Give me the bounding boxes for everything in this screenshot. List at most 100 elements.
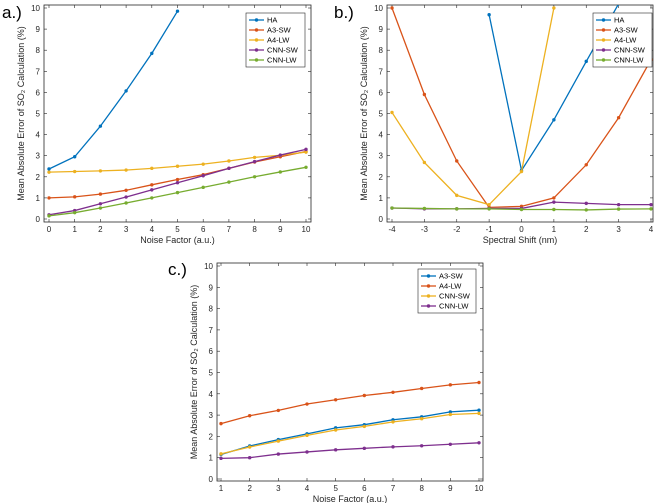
x-tick-label: 8 xyxy=(252,225,257,234)
legend-swatch-marker xyxy=(601,38,606,42)
x-axis-label: Noise Factor (a.u.) xyxy=(313,494,388,503)
y-axis-label: Mean Absolute Error of SO₂ Calculation (… xyxy=(16,26,26,201)
data-point-cnn-sw xyxy=(552,200,556,204)
y-tick-label: 2 xyxy=(36,173,41,182)
data-point-a4-lw xyxy=(422,160,427,165)
data-point-a3-sw xyxy=(150,183,154,187)
legend-swatch-marker xyxy=(426,284,431,288)
x-tick-label: 0 xyxy=(47,225,52,234)
data-point-cnn-lw xyxy=(305,450,309,454)
data-point-cnn-lw xyxy=(201,185,205,190)
x-tick-label: 3 xyxy=(276,484,281,493)
data-point-a4-lw xyxy=(487,202,491,207)
data-point-a4-lw xyxy=(98,169,103,173)
data-point-ha xyxy=(617,5,620,6)
y-tick-label: 6 xyxy=(379,88,384,97)
data-point-ha xyxy=(175,9,180,13)
y-tick-label: 3 xyxy=(209,411,214,420)
x-tick-label: 9 xyxy=(278,225,283,234)
y-tick-label: 10 xyxy=(374,4,383,13)
data-point-a4-lw xyxy=(448,383,453,387)
data-point-cnn-lw xyxy=(278,170,282,174)
plot-area xyxy=(219,380,481,461)
legend-label: HA xyxy=(267,16,277,25)
data-point-a3-sw xyxy=(552,196,556,200)
data-point-cnn-lw xyxy=(219,456,223,461)
data-point-cnn-sw xyxy=(252,159,257,164)
y-axis-label: Mean Absolute Error of SO₂ Calculation (… xyxy=(359,26,369,201)
y-tick-label: 8 xyxy=(379,46,384,55)
y-tick-label: 0 xyxy=(379,215,384,224)
y-tick-label: 3 xyxy=(36,152,41,161)
legend-label: CNN-SW xyxy=(267,46,299,55)
series-line-ha xyxy=(48,10,179,170)
x-tick-label: 9 xyxy=(448,484,453,493)
data-point-cnn-lw xyxy=(227,180,231,184)
panel-b: -4 -3 -2 -1 0 1 2 3 4 0 1 2 3 4 5 6 7 8 9 10 Spectral Shift … xyxy=(334,3,654,245)
legend-label: A4-LW xyxy=(614,36,637,45)
data-point-a3-sw xyxy=(584,163,588,167)
data-point-cnn-sw xyxy=(219,452,223,456)
data-point-a4-lw xyxy=(419,386,424,391)
data-point-a3-sw xyxy=(448,410,453,414)
y-tick-label: 4 xyxy=(36,131,41,140)
data-point-cnn-lw xyxy=(552,207,556,212)
y-tick-label: 5 xyxy=(379,110,384,119)
data-point-a4-lw xyxy=(519,169,524,174)
legend-swatch-marker xyxy=(601,48,606,52)
plot-area xyxy=(47,9,308,218)
x-tick-label: 6 xyxy=(362,484,367,493)
data-point-a4-lw xyxy=(201,162,205,166)
data-point-cnn-lw xyxy=(252,175,257,179)
data-point-ha xyxy=(73,155,77,159)
data-point-ha xyxy=(487,13,491,17)
series-line-a3-sw xyxy=(220,409,480,456)
legend-label: A4-LW xyxy=(439,282,462,291)
legend-swatch-marker xyxy=(426,294,431,298)
series-line-a4-lw xyxy=(391,7,555,206)
y-tick-label: 7 xyxy=(209,326,214,335)
panel-label: c.) xyxy=(168,260,187,279)
legend-label: CNN-SW xyxy=(614,46,646,55)
data-point-cnn-lw xyxy=(419,444,424,448)
data-point-ha xyxy=(47,167,51,171)
series-line-cnn-lw xyxy=(220,442,480,459)
data-point-cnn-lw xyxy=(477,441,481,445)
data-point-cnn-lw xyxy=(616,207,621,211)
data-point-a4-lw xyxy=(276,408,281,413)
data-point-a4-lw xyxy=(247,414,252,418)
data-point-cnn-sw xyxy=(448,412,453,417)
data-point-a4-lw xyxy=(477,380,481,385)
data-point-cnn-lw xyxy=(73,210,77,215)
data-point-ha xyxy=(552,118,556,122)
data-point-cnn-sw xyxy=(362,424,367,429)
legend-label: HA xyxy=(614,16,624,25)
panel-label: b.) xyxy=(334,3,354,22)
y-tick-label: 5 xyxy=(36,110,41,119)
data-point-cnn-sw xyxy=(98,202,103,206)
legend-swatch-marker xyxy=(601,28,606,32)
legend-swatch-marker xyxy=(254,28,259,32)
data-point-ha xyxy=(584,59,588,64)
data-point-cnn-sw xyxy=(124,195,128,199)
data-point-cnn-sw xyxy=(616,202,621,207)
data-point-cnn-sw xyxy=(175,181,180,185)
y-tick-label: 5 xyxy=(209,369,214,378)
x-tick-label: -4 xyxy=(388,225,396,234)
legend-swatch-marker xyxy=(601,18,606,22)
legend-swatch-marker xyxy=(254,58,259,62)
data-point-cnn-sw xyxy=(276,439,281,443)
y-tick-label: 8 xyxy=(209,305,214,314)
data-point-a3-sw xyxy=(422,92,427,97)
data-point-cnn-lw xyxy=(247,456,252,460)
data-point-a3-sw xyxy=(455,159,459,163)
y-tick-label: 3 xyxy=(379,152,384,161)
data-point-cnn-lw xyxy=(649,207,653,211)
data-point-a4-lw xyxy=(47,170,51,174)
y-tick-label: 6 xyxy=(36,88,41,97)
x-tick-label: 5 xyxy=(333,484,338,493)
data-point-a3-sw xyxy=(616,116,621,120)
legend-swatch-marker xyxy=(254,38,259,42)
